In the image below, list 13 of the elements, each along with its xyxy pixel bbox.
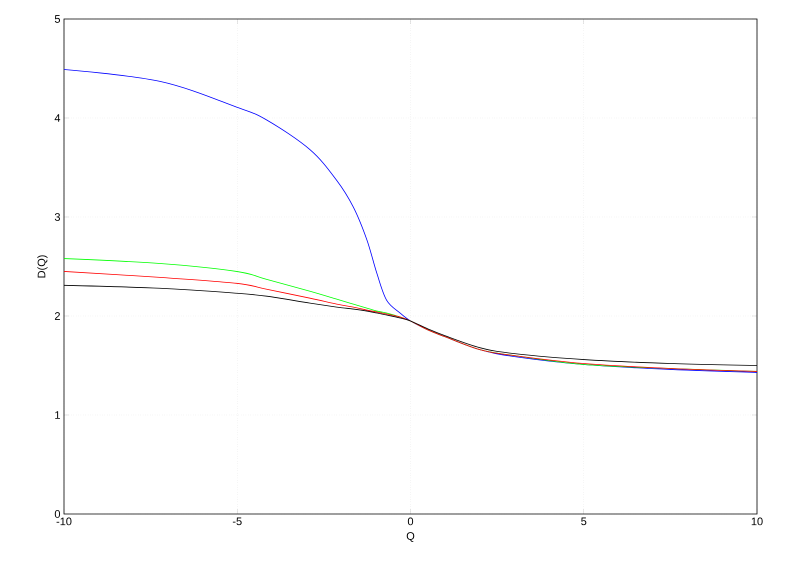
y-tick-label: 3 bbox=[54, 213, 60, 221]
y-tick-label: 0 bbox=[54, 510, 60, 518]
y-tick-label: 4 bbox=[54, 114, 60, 122]
x-tick-label: -5 bbox=[232, 518, 242, 526]
x-tick-label: 10 bbox=[752, 518, 763, 526]
x-tick-label: 5 bbox=[581, 518, 586, 526]
y-axis-title: D(Q) bbox=[37, 255, 48, 278]
x-tick-label: 0 bbox=[408, 518, 414, 526]
x-axis-title: Q bbox=[406, 532, 414, 542]
y-tick-label: 2 bbox=[54, 312, 60, 320]
x-tick-label: -10 bbox=[56, 518, 72, 526]
y-tick-label: 5 bbox=[54, 15, 60, 23]
y-tick-label: 1 bbox=[55, 411, 60, 419]
